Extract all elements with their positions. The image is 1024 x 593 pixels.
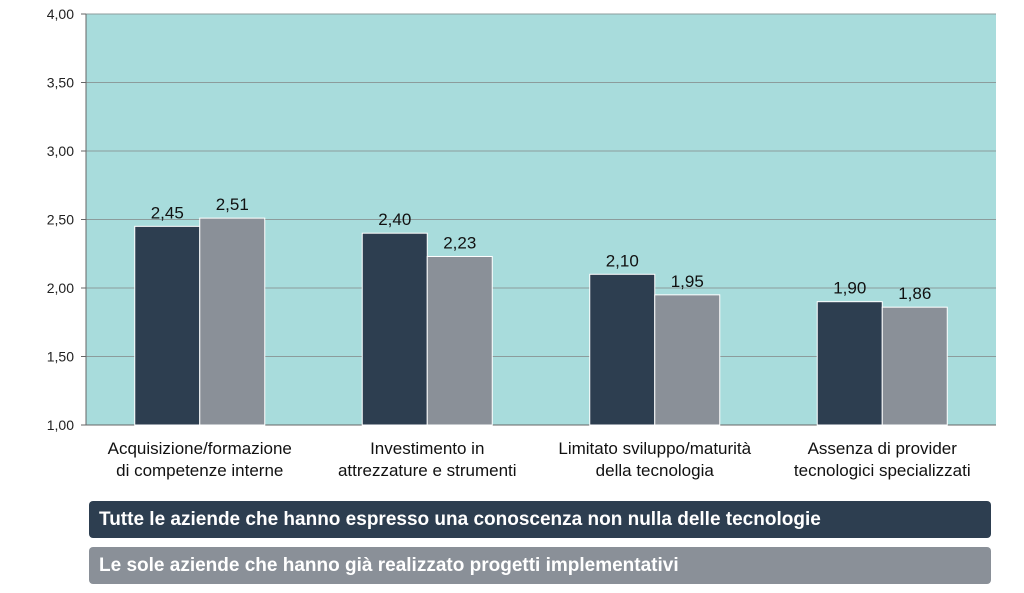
y-tick-label: 1,00 [47,417,74,433]
y-tick-label: 2,00 [47,280,74,296]
data-label: 2,23 [443,233,476,252]
x-tick-label: Investimento in [370,439,484,458]
bar [199,217,266,426]
x-tick-label: Assenza di provider [808,439,958,458]
data-label: 1,90 [833,279,866,298]
x-tick-label: tecnologici specializzati [794,461,971,480]
data-label: 1,86 [898,284,931,303]
y-tick-label: 4,00 [47,6,74,22]
y-tick-label: 2,50 [47,212,74,228]
x-tick-label: di competenze interne [116,461,283,480]
bar [361,232,428,426]
bar [589,273,656,426]
legend-entry-all-companies: Tutte le aziende che hanno espresso una … [89,501,991,538]
data-label: 2,10 [606,251,639,270]
data-label: 2,51 [216,195,249,214]
data-label: 2,40 [378,210,411,229]
bar [426,255,493,426]
y-tick-label: 3,00 [47,143,74,159]
x-tick-label: attrezzature e strumenti [338,461,517,480]
legend-entry-implementing-companies: Le sole aziende che hanno già realizzato… [89,547,991,584]
y-tick-label: 3,50 [47,75,74,91]
data-label: 2,45 [151,203,184,222]
data-label: 1,95 [671,272,704,291]
bar [654,294,721,426]
x-tick-label: della tecnologia [596,461,715,480]
bar [881,306,948,426]
x-tick-label: Acquisizione/formazione [108,439,292,458]
bar [134,225,201,426]
bar-chart: 1,00 1,50 2,00 2,50 3,00 3,50 4,00 2,45 2,51 Acqu… [47,6,996,480]
bar [816,301,883,426]
x-tick-label: Limitato sviluppo/maturità [558,439,751,458]
y-tick-label: 1,50 [47,349,74,365]
